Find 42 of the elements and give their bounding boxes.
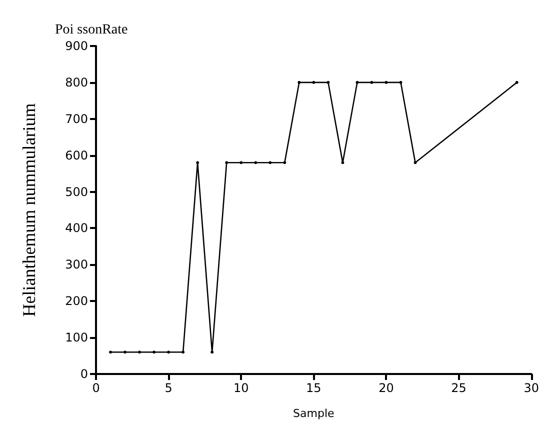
point [326,80,330,84]
x-tick-label: 10 [233,381,249,395]
y-tick-label: 500 [65,184,88,199]
point [254,161,258,164]
y-tick-label: 200 [65,294,88,308]
x-tick-label: 15 [306,381,322,395]
point [283,161,286,164]
point [124,350,127,354]
x-axis-title: Sample [293,407,335,420]
x-tick-label: 30 [524,381,540,395]
point [109,350,112,354]
point [515,80,518,84]
point [414,161,417,164]
chart-title: Poi ssonRate [55,22,128,38]
point [341,161,344,164]
x-tick-label: 20 [378,381,394,395]
x-tick-label: 5 [164,381,172,395]
point [240,161,243,164]
x-tick-label: 0 [92,381,100,395]
y-tick-label: 300 [65,258,88,272]
point [196,161,200,164]
y-tick-label: 600 [65,148,88,162]
point [210,350,214,354]
point [312,80,316,84]
y-tick-label: 100 [65,330,88,345]
point [138,350,142,354]
y-tick-label: 900 [65,39,88,53]
y-tick-label: 400 [65,221,88,236]
point [298,80,301,84]
y-axis-title: Helianthemum nummularium [19,103,39,317]
point [370,80,374,84]
point [399,80,402,84]
y-tick-label: 0 [80,367,88,381]
x-tick-label: 25 [451,381,466,395]
point [356,80,359,84]
y-tick-label: 700 [65,112,88,126]
point [167,350,170,354]
point [384,80,388,84]
point [268,161,272,164]
y-tick-label: 800 [65,75,88,90]
point [182,350,185,354]
point [152,350,156,354]
